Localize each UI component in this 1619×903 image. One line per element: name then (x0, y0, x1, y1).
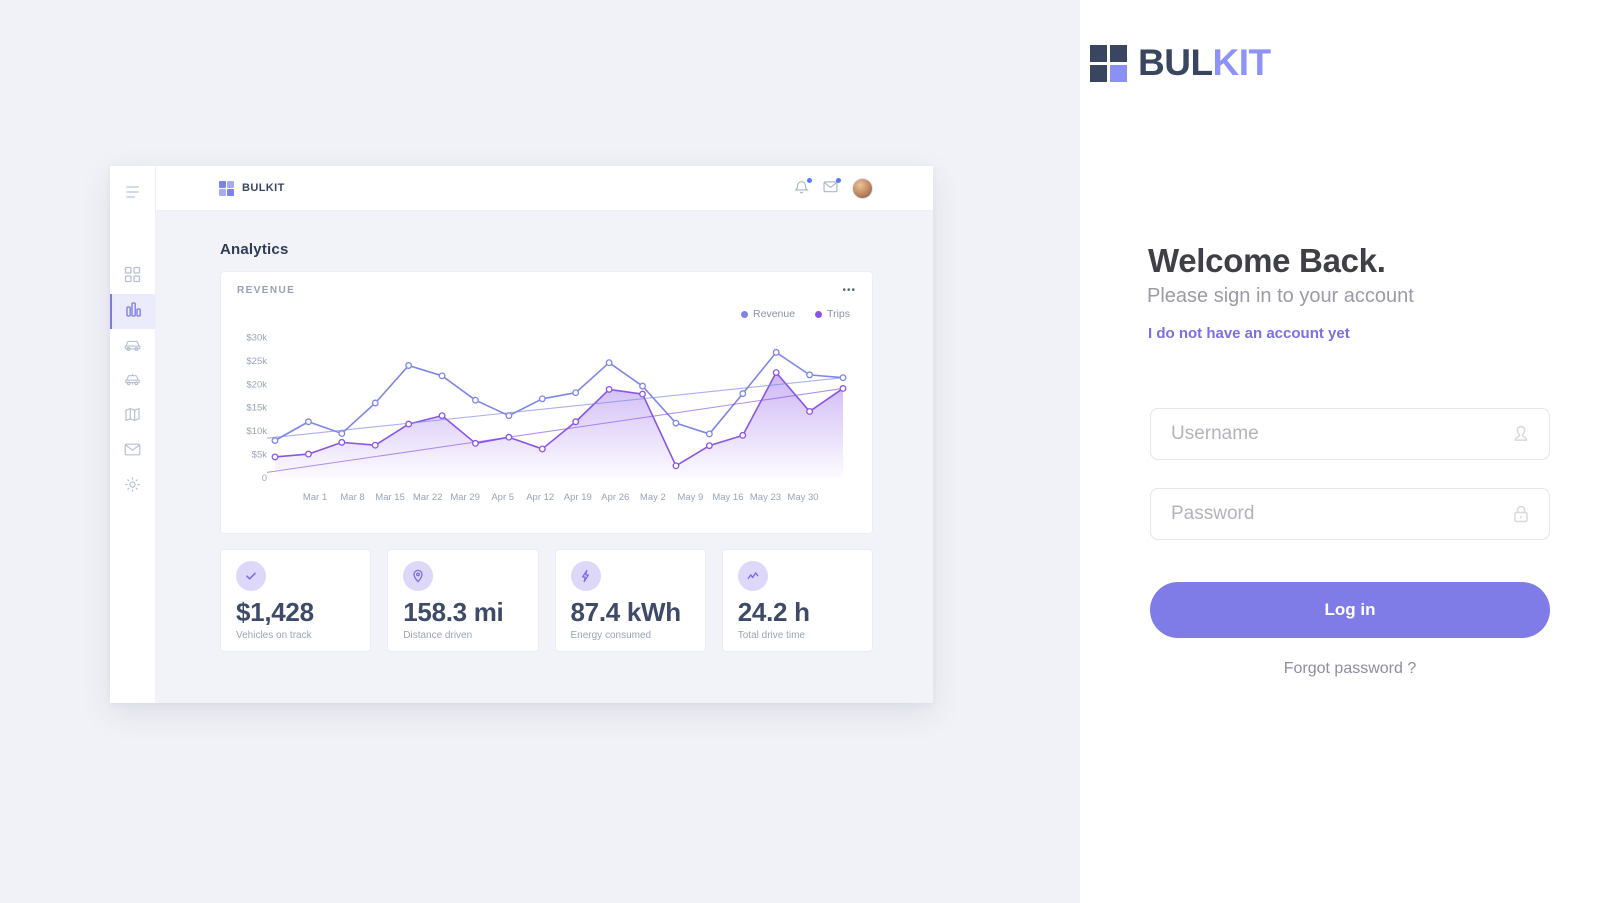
brand-text: BULKIT (1138, 42, 1271, 84)
gear-icon (124, 476, 141, 498)
notification-dot (836, 178, 841, 183)
stats-row: $1,428 Vehicles on track 158.3 mi Distan… (220, 549, 873, 652)
mail-icon (124, 441, 141, 463)
dashboard-preview: BULKIT Analytics REVENUE ••• (110, 166, 933, 703)
stat-value: 158.3 mi (403, 597, 504, 627)
preview-brand-text: BULKIT (242, 182, 285, 194)
sidebar-item-dashboard (110, 259, 155, 294)
svg-text:May 30: May 30 (787, 492, 818, 503)
map-icon (124, 406, 141, 428)
page-title: Analytics (220, 241, 289, 258)
password-field-wrap (1150, 488, 1550, 540)
username-input[interactable] (1151, 409, 1549, 459)
revenue-chart-card: REVENUE ••• Revenue Trips (220, 271, 873, 534)
stat-label: Energy consumed (570, 630, 652, 641)
notification-dot (807, 178, 812, 183)
svg-text:$25k: $25k (246, 356, 267, 367)
stat-card-drivetime: 24.2 h Total drive time (721, 549, 873, 652)
preview-sidebar-nav (110, 259, 155, 504)
stat-card-distance: 158.3 mi Distance driven (387, 549, 539, 652)
bolt-icon (570, 561, 601, 591)
stat-label: Distance driven (403, 630, 473, 641)
sidebar-item-messages (110, 434, 155, 469)
legend-dot-trips (815, 310, 823, 318)
car-icon (124, 336, 141, 358)
check-icon (236, 561, 266, 591)
svg-text:Mar 22: Mar 22 (413, 492, 443, 503)
stat-card-vehicles: $1,428 Vehicles on track (220, 549, 372, 652)
svg-text:$10k: $10k (246, 426, 267, 437)
hamburger-icon (125, 186, 140, 201)
svg-text:May 9: May 9 (677, 492, 703, 503)
person-icon (1509, 422, 1533, 446)
username-field-wrap (1150, 408, 1550, 460)
forgot-password-link[interactable]: Forgot password ? (1283, 660, 1417, 677)
password-input[interactable] (1151, 489, 1549, 539)
brand-logo: BULKIT (1090, 42, 1271, 84)
svg-text:Apr 26: Apr 26 (601, 492, 629, 503)
welcome-title: Welcome Back. (1148, 242, 1386, 279)
stat-card-energy: 87.4 kWh Energy consumed (554, 549, 706, 652)
lock-icon (1509, 502, 1533, 526)
trending-icon (737, 561, 768, 591)
svg-text:Apr 19: Apr 19 (564, 492, 592, 503)
envelope-icon (823, 178, 841, 196)
signup-link[interactable]: I do not have an account yet (1148, 325, 1350, 342)
legend-item-trips: Trips (815, 308, 850, 320)
grid-icon (124, 266, 141, 288)
svg-text:Mar 1: Mar 1 (303, 492, 327, 503)
chart-legend: Revenue Trips (237, 308, 850, 320)
svg-text:Mar 15: Mar 15 (375, 492, 405, 503)
svg-text:0: 0 (262, 473, 267, 484)
stat-value: 24.2 h (737, 597, 810, 627)
sidebar-item-settings (110, 469, 155, 504)
svg-text:$20k: $20k (246, 379, 267, 390)
revenue-trips-chart: $30k $25k $20k $15k $10k $5k 0 Mar 1 Mar 8 Mar 15… (246, 332, 847, 503)
brand-text-primary: BUL (1138, 42, 1213, 83)
legend-label: Revenue (753, 308, 796, 320)
sidebar-item-map (110, 399, 155, 434)
svg-text:May 23: May 23 (750, 492, 781, 503)
legend-item-revenue: Revenue (741, 308, 795, 320)
sidebar-item-analytics (110, 294, 155, 329)
legend-dot-revenue (741, 310, 749, 318)
preview-brand-logo: BULKIT (219, 180, 285, 196)
bar-chart-icon (125, 301, 142, 323)
svg-text:$15k: $15k (246, 403, 267, 414)
pin-icon (403, 561, 434, 591)
stat-value: $1,428 (236, 597, 314, 627)
vehicle-settings-icon (124, 371, 141, 393)
sidebar-item-vehicles (110, 329, 155, 364)
chart-title: REVENUE (237, 285, 296, 296)
stat-value: 87.4 kWh (570, 597, 682, 627)
svg-text:Apr 5: Apr 5 (491, 492, 514, 503)
svg-text:Mar 29: Mar 29 (450, 492, 480, 503)
svg-text:Apr 12: Apr 12 (526, 492, 554, 503)
brand-text-accent: KIT (1212, 42, 1272, 83)
svg-text:$5k: $5k (252, 450, 268, 461)
svg-text:Mar 8: Mar 8 (340, 492, 364, 503)
preview-sidebar (110, 166, 156, 703)
logo-squares-icon (219, 180, 234, 196)
user-avatar (852, 177, 873, 199)
svg-text:$30k: $30k (246, 332, 267, 343)
sidebar-item-fleet-settings (110, 364, 155, 399)
card-menu-icon: ••• (842, 284, 856, 296)
login-button[interactable]: Log in (1150, 582, 1550, 638)
login-panel: BULKIT Welcome Back. Please sign in to y… (1080, 0, 1619, 903)
svg-text:May 16: May 16 (712, 492, 743, 503)
stat-label: Total drive time (737, 630, 805, 641)
svg-text:May 2: May 2 (640, 492, 666, 503)
preview-header: BULKIT (156, 166, 933, 211)
stat-label: Vehicles on track (236, 630, 312, 641)
welcome-subtitle: Please sign in to your account (1147, 285, 1414, 307)
logo-squares-icon (1090, 44, 1127, 82)
bell-icon (794, 178, 812, 196)
legend-label: Trips (827, 308, 850, 320)
